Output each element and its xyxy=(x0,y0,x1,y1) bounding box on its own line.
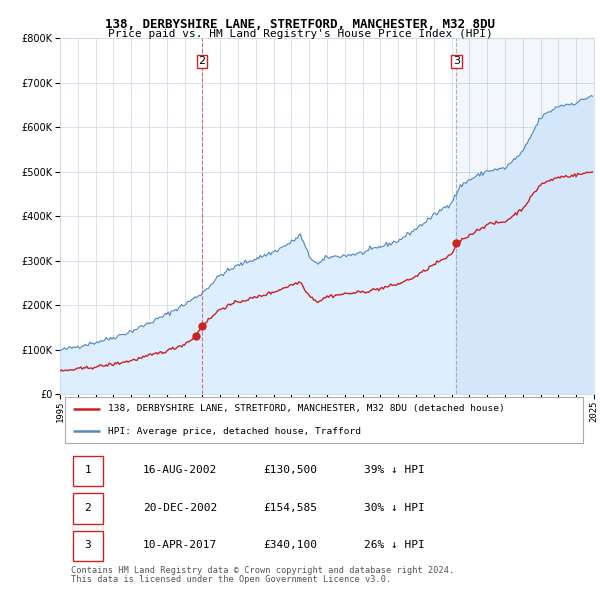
Text: 138, DERBYSHIRE LANE, STRETFORD, MANCHESTER, M32 8DU: 138, DERBYSHIRE LANE, STRETFORD, MANCHES… xyxy=(105,18,495,31)
Text: 26% ↓ HPI: 26% ↓ HPI xyxy=(364,540,425,550)
Bar xyxy=(457,38,594,395)
Text: 39% ↓ HPI: 39% ↓ HPI xyxy=(364,466,425,476)
Text: £340,100: £340,100 xyxy=(263,540,317,550)
Text: 20-DEC-2002: 20-DEC-2002 xyxy=(143,503,217,513)
FancyBboxPatch shape xyxy=(73,493,103,524)
FancyBboxPatch shape xyxy=(65,396,583,443)
Text: 3: 3 xyxy=(85,540,91,550)
Text: 138, DERBYSHIRE LANE, STRETFORD, MANCHESTER, M32 8DU (detached house): 138, DERBYSHIRE LANE, STRETFORD, MANCHES… xyxy=(108,404,505,413)
Text: HPI: Average price, detached house, Trafford: HPI: Average price, detached house, Traf… xyxy=(108,427,361,435)
FancyBboxPatch shape xyxy=(73,455,103,486)
Text: 16-AUG-2002: 16-AUG-2002 xyxy=(143,466,217,476)
Text: 3: 3 xyxy=(453,57,460,67)
Text: Contains HM Land Registry data © Crown copyright and database right 2024.: Contains HM Land Registry data © Crown c… xyxy=(71,566,454,575)
Text: 2: 2 xyxy=(199,57,205,67)
Text: 1: 1 xyxy=(85,466,91,476)
Text: 30% ↓ HPI: 30% ↓ HPI xyxy=(364,503,425,513)
Text: £130,500: £130,500 xyxy=(263,466,317,476)
Text: £154,585: £154,585 xyxy=(263,503,317,513)
Text: 10-APR-2017: 10-APR-2017 xyxy=(143,540,217,550)
FancyBboxPatch shape xyxy=(73,530,103,561)
Text: Price paid vs. HM Land Registry's House Price Index (HPI): Price paid vs. HM Land Registry's House … xyxy=(107,30,493,39)
Text: This data is licensed under the Open Government Licence v3.0.: This data is licensed under the Open Gov… xyxy=(71,575,391,585)
Text: 2: 2 xyxy=(85,503,91,513)
